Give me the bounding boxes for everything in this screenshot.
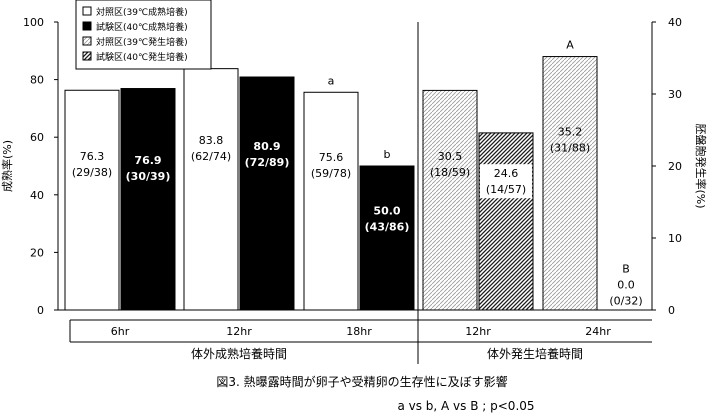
significance-note: a vs b, A vs B ; p<0.05: [397, 399, 534, 413]
left-tick-label: 20: [30, 246, 44, 259]
right-tick-label: 40: [668, 16, 682, 29]
legend-swatch: [82, 36, 92, 46]
value-label: 24.6: [494, 167, 519, 180]
bar: [359, 165, 415, 311]
value-label: 30.5: [438, 150, 463, 163]
legend-box: [75, 0, 212, 70]
legend: 対照区(39℃成熟培養) 試験区(40℃成熟培養) 対照区(39℃発生培養) 試験区(…: [75, 0, 212, 70]
bar: [542, 56, 598, 311]
left-tick-label: 100: [23, 16, 44, 29]
bar: [120, 88, 176, 311]
significance-marker: a: [328, 74, 335, 87]
count-label: (62/74): [191, 150, 231, 163]
left-axis-title: 成熟率(%): [0, 140, 14, 192]
right-tick-label: 10: [668, 232, 682, 245]
left-tick-label: 80: [30, 74, 44, 87]
bar: [478, 132, 534, 311]
legend-label: 対照区(39℃成熟培養): [96, 6, 188, 18]
legend-swatch: [82, 51, 92, 61]
count-label: (72/89): [245, 156, 290, 169]
group-label: 18hr: [346, 325, 372, 338]
value-label: 0.0: [617, 278, 635, 291]
value-label: 76.3: [80, 150, 105, 163]
value-label: 75.6: [319, 151, 344, 164]
figure-caption: 図3. 熱曝露時間が卵子や受精卵の生存性に及ぼす影響: [216, 374, 507, 389]
significance-marker: B: [622, 262, 630, 275]
left-tick-label: 40: [30, 189, 44, 202]
bar: [303, 91, 359, 311]
value-label-bg: [480, 164, 532, 199]
count-label: (18/59): [430, 166, 470, 179]
group-label: 24hr: [585, 325, 611, 338]
legend-swatch: [82, 21, 92, 31]
legend-label: 対照区(39℃発生培養): [96, 36, 188, 48]
right-tick-label: 0: [668, 304, 675, 317]
bar: [183, 68, 239, 311]
value-label: 80.9: [253, 140, 280, 153]
bar: [64, 89, 120, 311]
count-label: (0/32): [609, 294, 642, 307]
count-label: (43/86): [365, 220, 410, 233]
right-axis-title: 胚盤胞発生率(%): [694, 123, 707, 208]
section-label: 体外成熟培養時間: [191, 346, 287, 361]
bar: [422, 89, 478, 311]
right-tick-label: 20: [668, 160, 682, 173]
count-label: (29/38): [72, 166, 112, 179]
value-label: 83.8: [199, 134, 224, 147]
legend-swatch: [82, 6, 92, 16]
group-label: 12hr: [226, 325, 252, 338]
significance-marker: b: [384, 148, 391, 161]
right-tick-label: 30: [668, 88, 682, 101]
group-label: 12hr: [465, 325, 491, 338]
count-label: (59/78): [311, 167, 351, 180]
value-label: 35.2: [558, 126, 583, 139]
value-label: 50.0: [373, 204, 400, 217]
count-label: (31/88): [550, 142, 590, 155]
significance-marker: A: [566, 39, 574, 52]
group-label: 6hr: [111, 325, 130, 338]
legend-label: 試験区(40℃成熟培養): [96, 21, 188, 33]
left-tick-label: 0: [37, 304, 44, 317]
count-label: (14/57): [486, 183, 526, 196]
section-label: 体外発生培養時間: [487, 346, 583, 361]
value-label: 76.9: [134, 154, 161, 167]
legend-label: 試験区(40℃発生培養): [96, 51, 188, 63]
count-label: (30/39): [126, 170, 171, 183]
left-tick-label: 60: [30, 131, 44, 144]
bar: [239, 76, 295, 311]
